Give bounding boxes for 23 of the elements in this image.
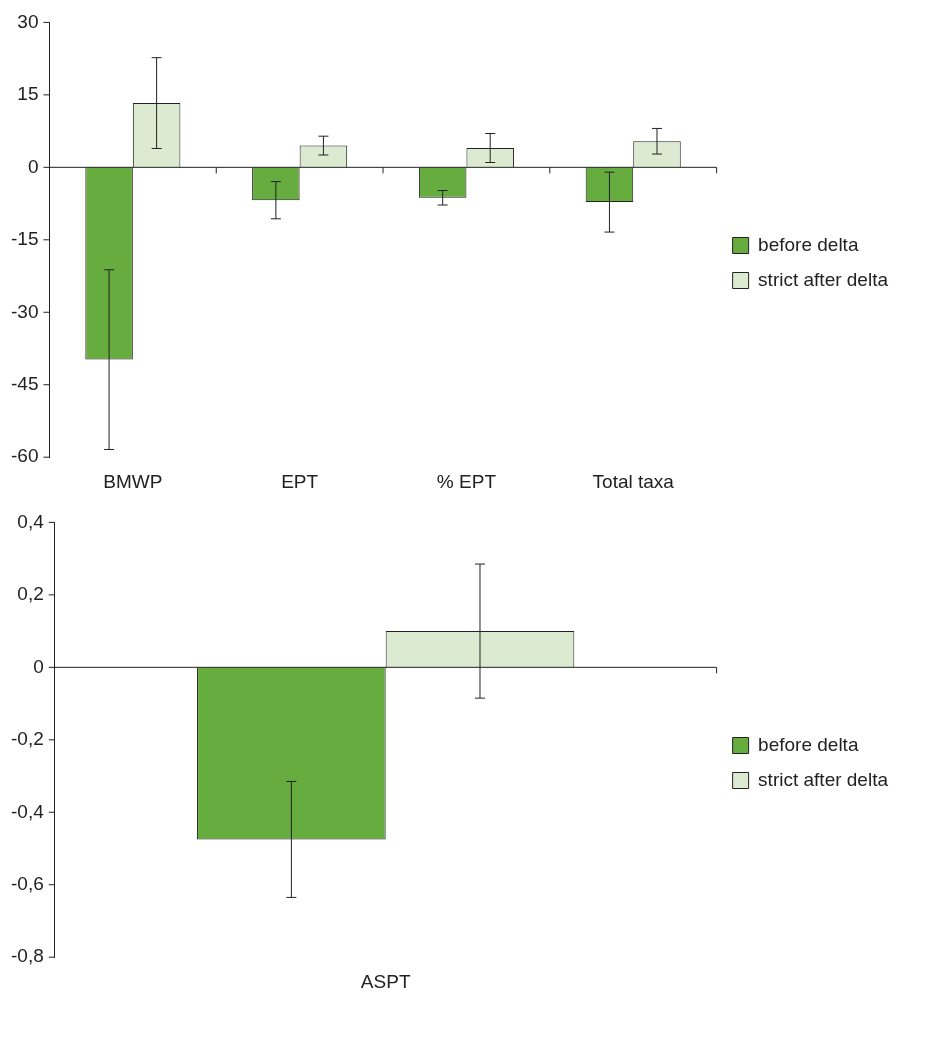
y-tick-label: 0,4 [17,510,45,532]
y-tick-label: 15 [17,83,39,105]
y-tick-label: -30 [10,300,39,322]
y-tick-label: -15 [10,228,39,250]
x-tick-label: ASPT [360,970,411,992]
y-tick-label: -0,8 [10,945,44,967]
y-tick-label: 30 [17,10,39,32]
y-tick-label: 0,2 [17,583,44,605]
legend-label: strict after delta [758,768,889,790]
y-tick-label: -0,2 [10,728,44,750]
y-tick-label: -45 [10,372,39,394]
x-tick-label: Total taxa [592,470,675,492]
x-tick-label: EPT [281,470,319,492]
x-tick-label: BMWP [103,470,163,492]
x-tick-label: % EPT [436,470,497,492]
y-tick-label: 0 [27,155,39,177]
y-tick-label: -0,4 [10,800,45,822]
legend-label: before delta [758,233,859,255]
legend-label: strict after delta [758,268,889,290]
y-tick-label: 0 [33,655,44,677]
y-tick-label: -0,6 [10,872,44,894]
legend-label: before delta [758,733,859,755]
y-tick-label: -60 [10,445,39,467]
